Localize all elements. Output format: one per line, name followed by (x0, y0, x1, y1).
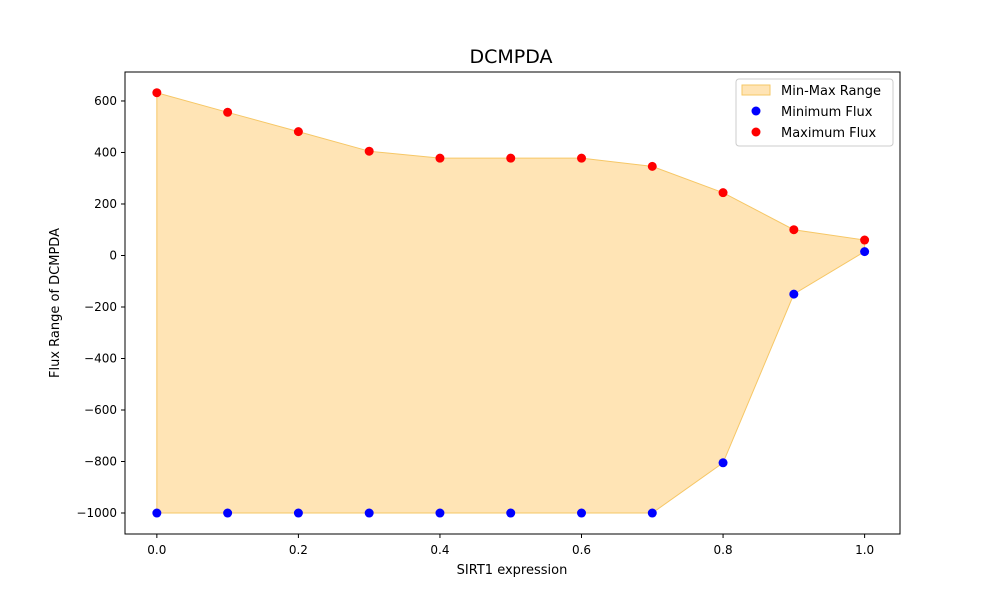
y-axis-ticks: −1000 −800 −600 −400 −200 0 200 400 600 (76, 94, 125, 520)
y-tick-label: −200 (84, 300, 117, 314)
x-tick-label: 0.6 (572, 543, 591, 557)
legend-box (735, 78, 894, 147)
minimum-flux-point (577, 508, 587, 518)
x-tick-label: 1.0 (855, 543, 874, 557)
minimum-flux-point (647, 508, 657, 518)
y-tick-label: 400 (94, 145, 117, 159)
minimum-flux-point (860, 247, 870, 257)
maximum-flux-point (789, 225, 799, 235)
legend-label-min-max-range: Min-Max Range (781, 84, 881, 99)
maximum-flux-point (860, 235, 870, 245)
maximum-flux-point (293, 127, 303, 137)
x-axis-ticks: 0.0 0.2 0.4 0.6 0.8 1.0 (147, 534, 874, 557)
minimum-flux-point (223, 508, 233, 518)
x-tick-label: 0.8 (714, 543, 733, 557)
y-tick-label: 600 (94, 94, 117, 108)
minimum-flux-point (293, 508, 303, 518)
x-tick-label: 0.2 (289, 543, 308, 557)
chart-title: DCMPDA (469, 46, 552, 68)
maximum-flux-point (577, 153, 587, 163)
legend-marker-minimum-flux (751, 106, 761, 116)
maximum-flux-point (647, 161, 657, 171)
x-tick-label: 0.4 (430, 543, 449, 557)
minimum-flux-point (435, 508, 445, 518)
maximum-flux-point (718, 188, 728, 198)
y-tick-label: −1000 (76, 506, 117, 520)
legend-label-minimum-flux: Minimum Flux (781, 105, 873, 120)
axes-frame (124, 71, 901, 535)
x-tick-label: 0.0 (147, 543, 166, 557)
minimum-flux-point (506, 508, 516, 518)
maximum-flux-point (152, 88, 162, 98)
maximum-flux-point (364, 146, 374, 156)
plot-area (152, 88, 870, 518)
maximum-flux-point (435, 153, 445, 163)
y-tick-label: −400 (84, 351, 117, 365)
y-tick-label: 0 (109, 248, 117, 262)
legend-swatch-min-max-range (741, 84, 771, 96)
y-tick-label: −800 (84, 455, 117, 469)
x-axis-label: SIRT1 expression (457, 563, 568, 578)
minimum-flux-point (789, 289, 799, 299)
legend-label-maximum-flux: Maximum Flux (781, 126, 877, 141)
minimum-flux-point (152, 508, 162, 518)
legend: Min-Max Range Minimum Flux Maximum Flux (735, 78, 894, 147)
legend-marker-maximum-flux (751, 127, 761, 137)
minimum-flux-point (364, 508, 374, 518)
y-tick-label: −600 (84, 403, 117, 417)
y-tick-label: 200 (94, 197, 117, 211)
maximum-flux-point (223, 107, 233, 117)
maximum-flux-point (506, 153, 516, 163)
y-axis-label: Flux Range of DCMPDA (48, 228, 63, 378)
minimum-flux-point (718, 458, 728, 468)
